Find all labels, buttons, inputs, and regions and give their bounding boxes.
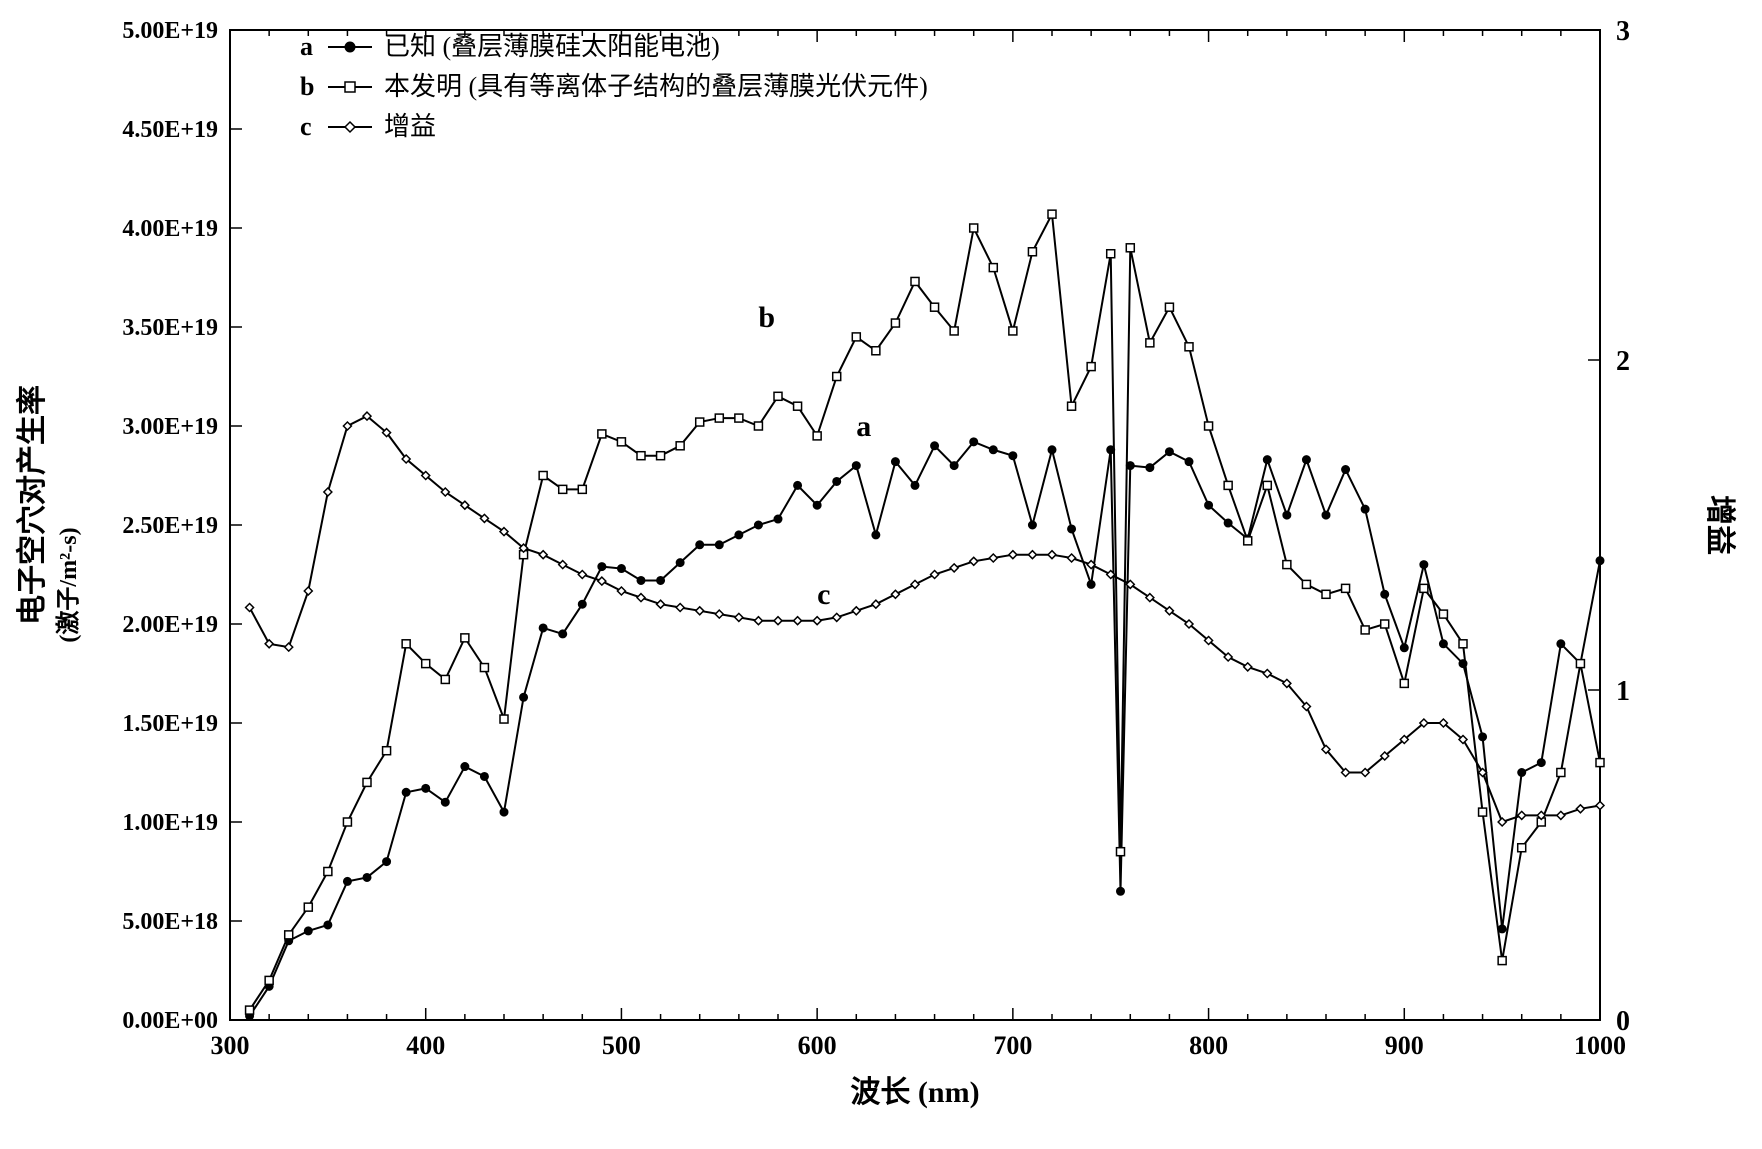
x-tick-label: 800 [1189,1031,1228,1060]
yr-tick-label: 3 [1616,16,1630,47]
x-tick-label: 400 [406,1031,445,1060]
yr-tick-label: 1 [1616,676,1630,707]
yl-tick-label: 1.50E+19 [122,711,218,737]
yl-tick-label: 2.00E+19 [122,612,218,638]
yl-axis-sublabel: (激子/m²-s) [54,527,82,642]
yl-tick-label: 0.00E+00 [122,1008,218,1034]
chart-container: 3004005006007008009001000波长 (nm)0.00E+00… [0,0,1762,1149]
yl-tick-label: 2.50E+19 [122,513,218,539]
yr-tick-label: 2 [1616,346,1630,377]
x-axis-label: 波长 (nm) [850,1076,979,1109]
chart-svg: 3004005006007008009001000波长 (nm)0.00E+00… [0,0,1762,1149]
legend-key-a: a [300,32,313,61]
legend-text-b: 本发明 (具有等离体子结构的叠层薄膜光伏元件) [384,72,928,101]
yr-tick-label: 0 [1616,1006,1630,1037]
chart-bg [0,0,1762,1149]
x-tick-label: 300 [211,1031,250,1060]
legend-text-c: 增益 [384,112,436,141]
x-tick-label: 700 [993,1031,1032,1060]
yl-tick-label: 5.00E+19 [122,18,218,44]
inline-label-a: a [856,410,871,443]
yl-tick-label: 4.00E+19 [122,216,218,242]
x-tick-label: 600 [798,1031,837,1060]
yl-tick-label: 3.00E+19 [122,414,218,440]
legend-key-b: b [300,72,314,101]
x-tick-label: 500 [602,1031,641,1060]
yl-tick-label: 3.50E+19 [122,315,218,341]
yl-tick-label: 5.00E+18 [122,909,218,935]
yl-axis-label: 电子空穴对产生率 [16,385,49,625]
inline-label-b: b [758,301,775,334]
legend-key-c: c [300,112,312,141]
inline-label-c: c [817,578,830,611]
yl-tick-label: 1.00E+19 [122,810,218,836]
yr-axis-label: 增益 [1703,495,1736,555]
legend-text-a: 已知 (叠层薄膜硅太阳能电池) [384,32,720,61]
x-tick-label: 900 [1385,1031,1424,1060]
yl-tick-label: 4.50E+19 [122,117,218,143]
